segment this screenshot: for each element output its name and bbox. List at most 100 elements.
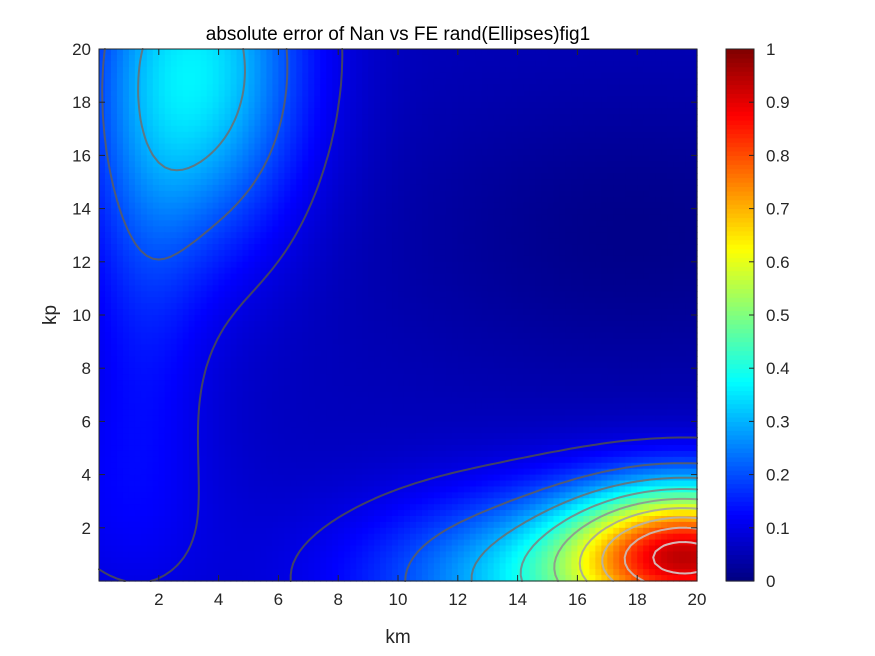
heatmap-cell [224, 238, 232, 245]
heatmap-cell [493, 214, 501, 222]
heatmap-cell [451, 261, 459, 269]
heatmap-cell [218, 84, 226, 91]
heatmap-cell [679, 173, 686, 180]
heatmap-cell [218, 315, 226, 322]
heatmap-cell [176, 309, 184, 316]
heatmap-cell [122, 96, 130, 103]
heatmap-cell [374, 261, 381, 269]
heatmap-cell [589, 326, 596, 334]
heatmap-cell [356, 60, 363, 68]
heatmap-cell [547, 214, 555, 222]
heatmap-cell [350, 297, 357, 304]
heatmap-cell [493, 309, 501, 316]
heatmap-cell [302, 261, 309, 269]
heatmap-cell [152, 267, 160, 275]
heatmap-cell [350, 326, 357, 334]
heatmap-cell [691, 255, 698, 263]
heatmap-cell [140, 315, 148, 322]
heatmap-cell [475, 161, 483, 168]
heatmap-cell [242, 273, 250, 281]
heatmap-cell [368, 161, 375, 168]
heatmap-cell [421, 261, 429, 269]
heatmap-cell [254, 244, 262, 251]
heatmap-cell [326, 208, 333, 216]
heatmap-cell [194, 320, 202, 328]
heatmap-cell [631, 66, 638, 74]
heatmap-cell [511, 84, 519, 91]
heatmap-cell [206, 161, 214, 168]
heatmap-cell [517, 297, 525, 304]
heatmap-cell [266, 261, 274, 269]
heatmap-cell [655, 72, 662, 80]
heatmap-cell [386, 72, 393, 80]
heatmap-cell [242, 214, 250, 222]
heatmap-cell [433, 143, 441, 151]
heatmap-cell [589, 96, 596, 103]
heatmap-cell [481, 72, 489, 80]
heatmap-cell [523, 249, 531, 257]
heatmap-cell [427, 167, 435, 174]
heatmap-cell [290, 273, 297, 281]
heatmap-cell [99, 208, 106, 216]
heatmap-cell [164, 255, 172, 263]
heatmap-cell [308, 315, 315, 322]
heatmap-cell [445, 167, 453, 174]
heatmap-cell [679, 208, 686, 216]
heatmap-cell [481, 90, 489, 97]
heatmap-cell [362, 309, 369, 316]
heatmap-cell [380, 155, 387, 162]
heatmap-cell [278, 131, 285, 139]
heatmap-cell [134, 332, 142, 340]
heatmap-cell [266, 244, 274, 251]
heatmap-cell [380, 143, 387, 151]
heatmap-cell [230, 108, 238, 115]
heatmap-cell [272, 238, 279, 245]
heatmap-cell [224, 119, 232, 127]
heatmap-cell [643, 49, 650, 56]
heatmap-cell [158, 143, 166, 151]
heatmap-cell [272, 149, 279, 156]
heatmap-cell [200, 173, 208, 180]
heatmap-cell [589, 90, 596, 97]
heatmap-cell [517, 338, 525, 346]
heatmap-cell [110, 220, 118, 227]
heatmap-cell [350, 78, 357, 86]
heatmap-cell [116, 267, 124, 275]
heatmap-cell [218, 78, 226, 86]
heatmap-cell [667, 184, 674, 192]
heatmap-cell [463, 137, 471, 145]
heatmap-cell [547, 249, 555, 257]
heatmap-cell [577, 54, 584, 62]
heatmap-cell [457, 326, 465, 334]
heatmap-cell [116, 49, 124, 56]
heatmap-cell [374, 102, 381, 109]
heatmap-cell [212, 244, 220, 251]
heatmap-cell [409, 214, 417, 222]
heatmap-cell [523, 149, 531, 156]
heatmap-cell [643, 249, 650, 257]
heatmap-cell [218, 320, 226, 328]
heatmap-cell [146, 232, 154, 239]
heatmap-cell [637, 226, 644, 233]
heatmap-cell [332, 173, 339, 180]
heatmap-cell [302, 161, 309, 168]
heatmap-cell [613, 315, 620, 322]
heatmap-cell [386, 315, 393, 322]
heatmap-cell [236, 131, 244, 139]
heatmap-cell [350, 320, 357, 328]
heatmap-cell [284, 167, 291, 174]
heatmap-cell [194, 244, 202, 251]
heatmap-cell [224, 96, 232, 103]
heatmap-cell [398, 184, 405, 192]
heatmap-cell [481, 285, 489, 292]
heatmap-cell [475, 119, 483, 127]
heatmap-cell [517, 285, 525, 292]
heatmap-cell [685, 267, 692, 275]
heatmap-cell [260, 179, 268, 186]
heatmap-cell [481, 60, 489, 68]
heatmap-cell [320, 196, 327, 204]
heatmap-cell [368, 125, 375, 133]
heatmap-cell [691, 131, 698, 139]
heatmap-cell [655, 161, 662, 168]
heatmap-cell [218, 238, 226, 245]
